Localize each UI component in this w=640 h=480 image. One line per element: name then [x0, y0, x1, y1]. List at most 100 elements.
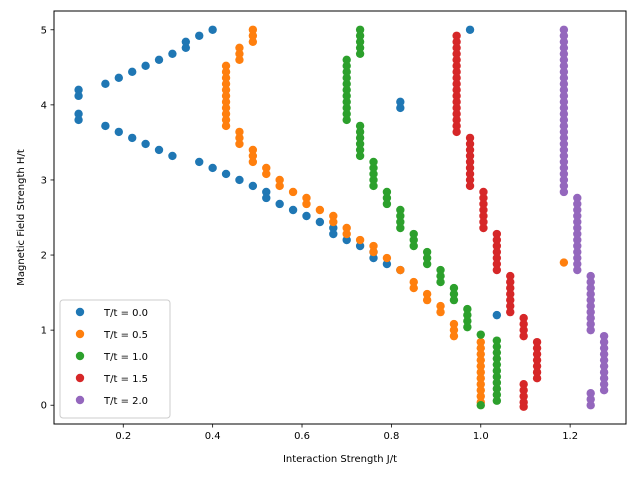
data-point: [329, 211, 338, 221]
data-point: [559, 127, 569, 137]
data-point: [573, 229, 582, 239]
data-point: [449, 319, 459, 329]
data-point: [492, 396, 502, 405]
data-point: [342, 55, 351, 65]
data-point: [476, 380, 485, 389]
data-point: [355, 133, 365, 143]
data-point: [382, 199, 392, 209]
data-point: [599, 343, 609, 353]
data-point: [221, 91, 231, 101]
data-point: [369, 157, 378, 167]
data-point: [586, 295, 595, 305]
data-point: [492, 310, 502, 320]
data-point: [275, 181, 284, 191]
data-point: [449, 283, 459, 293]
data-point: [586, 395, 595, 404]
data-point: [436, 277, 445, 287]
data-point: [599, 367, 609, 377]
data-point: [355, 43, 365, 52]
data-point: [248, 37, 258, 46]
data-point: [248, 25, 258, 34]
data-point: [559, 25, 569, 34]
data-point: [559, 85, 569, 95]
data-point: [248, 181, 258, 191]
data-point: [235, 55, 244, 65]
data-point: [492, 354, 502, 363]
data-point: [559, 91, 569, 101]
data-point: [586, 319, 595, 329]
data-point: [559, 145, 569, 155]
data-point: [492, 390, 502, 399]
data-point: [452, 55, 461, 65]
data-point: [422, 295, 432, 305]
data-point: [452, 97, 461, 107]
data-point: [436, 271, 445, 281]
data-point: [396, 205, 405, 215]
data-point: [519, 380, 528, 389]
data-point: [559, 151, 569, 161]
y-tick-label: 1: [41, 326, 47, 337]
data-point: [452, 37, 461, 46]
data-point: [382, 193, 392, 203]
data-point: [396, 103, 405, 113]
data-point: [559, 121, 569, 131]
data-point: [463, 310, 472, 320]
data-point: [315, 217, 325, 227]
data-point: [586, 301, 595, 311]
x-axis-label: Interaction Strength J/t: [283, 454, 397, 465]
data-point: [559, 187, 569, 197]
data-point: [355, 25, 365, 34]
x-tick-label: 0.6: [294, 431, 310, 442]
data-point: [476, 386, 485, 395]
data-point: [492, 360, 502, 369]
data-point: [181, 43, 191, 52]
y-tick-label: 0: [41, 401, 47, 412]
data-point: [409, 235, 418, 245]
data-point: [302, 211, 311, 221]
data-point: [586, 325, 595, 335]
y-tick-label: 3: [41, 175, 47, 186]
data-point: [452, 43, 461, 52]
data-point: [573, 223, 582, 233]
data-point: [262, 169, 271, 179]
data-point: [221, 109, 231, 119]
data-point: [479, 211, 488, 221]
data-point: [479, 187, 488, 197]
data-point: [465, 25, 475, 34]
data-point: [396, 97, 405, 107]
data-point: [506, 283, 515, 293]
data-point: [599, 355, 609, 365]
data-point: [519, 386, 528, 395]
data-point: [221, 169, 231, 179]
data-point: [235, 133, 244, 143]
data-point: [248, 145, 258, 155]
data-point: [409, 277, 418, 287]
data-point: [369, 163, 378, 173]
data-point: [463, 304, 472, 314]
data-point: [519, 331, 528, 341]
data-point: [452, 79, 461, 89]
legend-label: T/t = 1.5: [103, 374, 148, 385]
data-point: [479, 193, 488, 203]
data-point: [532, 367, 542, 377]
data-point: [492, 372, 502, 381]
data-point: [355, 127, 365, 137]
data-point: [559, 109, 569, 119]
data-point: [355, 145, 365, 155]
data-point: [141, 61, 150, 71]
data-point: [492, 241, 502, 251]
data-point: [476, 392, 485, 401]
data-point: [506, 289, 515, 299]
data-point: [452, 103, 461, 113]
data-point: [559, 169, 569, 179]
data-point: [532, 343, 542, 353]
data-point: [128, 67, 137, 77]
data-point: [573, 241, 582, 251]
data-point: [409, 229, 418, 239]
data-point: [586, 401, 595, 410]
data-point: [452, 127, 461, 137]
data-point: [599, 349, 609, 359]
data-point: [465, 139, 475, 149]
data-point: [479, 217, 488, 227]
data-point: [492, 253, 502, 263]
